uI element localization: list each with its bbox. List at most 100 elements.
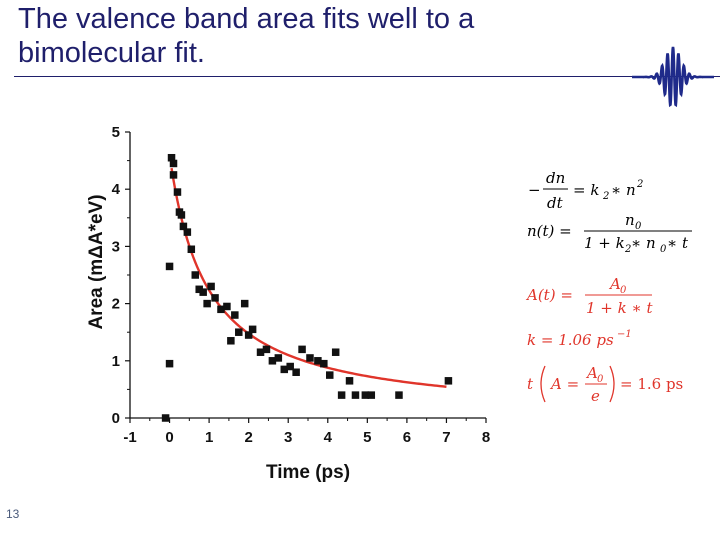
y-tick-label: 2 bbox=[112, 296, 120, 313]
data-point bbox=[203, 299, 211, 308]
data-point bbox=[207, 282, 215, 291]
data-point bbox=[231, 311, 239, 319]
data-point bbox=[235, 328, 243, 336]
x-tick-label: 8 bbox=[482, 429, 490, 446]
slide-number: 13 bbox=[6, 507, 20, 521]
svg-text:0: 0 bbox=[620, 285, 627, 296]
data-point bbox=[351, 391, 360, 399]
data-point bbox=[179, 222, 188, 231]
svg-text:0: 0 bbox=[660, 244, 667, 255]
rate-equation: − dn dt = k 2 ∗ n 2 bbox=[528, 169, 643, 212]
data-point bbox=[165, 262, 174, 271]
data-point bbox=[444, 377, 453, 385]
y-tick-label: 0 bbox=[112, 410, 120, 427]
time-constant: t A = A 0 e = 1.6 ps bbox=[527, 364, 683, 405]
slide-title: The valence band area fits well to a bim… bbox=[18, 2, 618, 70]
data-point bbox=[195, 285, 203, 294]
x-tick-label: 5 bbox=[363, 429, 371, 446]
area-fit-equation: A(t) = A 0 1 + k ∗ t bbox=[525, 275, 653, 317]
data-point bbox=[191, 271, 200, 279]
svg-text:2: 2 bbox=[636, 179, 643, 190]
data-point bbox=[187, 245, 196, 254]
x-tick-label: 0 bbox=[165, 429, 173, 446]
data-point bbox=[306, 354, 314, 362]
data-point bbox=[173, 188, 182, 196]
svg-text:n(t) =: n(t) = bbox=[527, 222, 572, 240]
x-tick-label: 1 bbox=[205, 429, 213, 446]
data-point bbox=[183, 228, 192, 236]
y-tick-label: 3 bbox=[112, 238, 120, 255]
data-point bbox=[262, 345, 271, 354]
data-point bbox=[331, 348, 340, 356]
svg-text:−1: −1 bbox=[617, 329, 632, 340]
data-point bbox=[286, 362, 294, 371]
data-point bbox=[320, 359, 328, 368]
y-tick-label: 4 bbox=[112, 181, 121, 198]
svg-text:A: A bbox=[608, 275, 621, 293]
data-point bbox=[337, 391, 346, 399]
x-tick-label: 3 bbox=[284, 429, 292, 446]
svg-text:0: 0 bbox=[635, 221, 642, 232]
data-point bbox=[211, 294, 219, 302]
svg-text:A(t) =: A(t) = bbox=[525, 286, 573, 304]
x-tick-label: 2 bbox=[244, 429, 252, 446]
data-point bbox=[217, 305, 225, 314]
svg-text:2: 2 bbox=[624, 244, 631, 255]
solution-equation: n(t) = n 0 1 + k 2 ∗ n 0 ∗ t bbox=[527, 211, 692, 255]
data-point bbox=[361, 391, 370, 399]
fit-curve-group bbox=[170, 167, 447, 388]
svg-text:2: 2 bbox=[602, 191, 609, 202]
data-point bbox=[367, 391, 376, 399]
svg-text:−: − bbox=[528, 181, 541, 199]
data-point bbox=[165, 359, 174, 368]
data-point bbox=[161, 414, 170, 422]
data-point bbox=[326, 371, 334, 379]
x-tick-label: 4 bbox=[324, 429, 333, 446]
data-point bbox=[167, 153, 176, 162]
data-point bbox=[199, 288, 207, 296]
svg-text:= k: = k bbox=[573, 181, 599, 199]
data-point bbox=[395, 391, 403, 399]
svg-text:= 1.6 ps: = 1.6 ps bbox=[620, 375, 683, 393]
x-axis-label: Time (ps) bbox=[266, 462, 350, 483]
svg-text:∗ n: ∗ n bbox=[611, 181, 636, 199]
data-point bbox=[248, 325, 257, 334]
y-tick-label: 5 bbox=[112, 124, 120, 141]
title-divider bbox=[14, 76, 720, 77]
svg-text:A =: A = bbox=[549, 375, 579, 393]
svg-text:dt: dt bbox=[547, 194, 564, 212]
svg-text:n: n bbox=[625, 211, 635, 229]
svg-text:k = 1.06 ps: k = 1.06 ps bbox=[527, 331, 614, 349]
svg-text:e: e bbox=[591, 387, 600, 405]
data-point bbox=[314, 357, 322, 365]
x-tick-label: 6 bbox=[403, 429, 411, 446]
fit-curve bbox=[170, 167, 447, 388]
y-tick-label: 1 bbox=[112, 353, 120, 370]
data-point bbox=[298, 345, 306, 354]
svg-text:A: A bbox=[585, 364, 598, 382]
y-axis-label: Area (mΔA*eV) bbox=[86, 194, 107, 329]
svg-text:t: t bbox=[527, 375, 534, 393]
data-point bbox=[227, 337, 235, 345]
data-point bbox=[268, 357, 277, 365]
data-point bbox=[274, 354, 283, 362]
data-point bbox=[256, 348, 265, 356]
svg-text:1 + k: 1 + k bbox=[584, 234, 625, 252]
data-point bbox=[169, 159, 178, 168]
wave-packet-icon bbox=[632, 46, 714, 108]
svg-text:∗ n: ∗ n bbox=[631, 234, 656, 252]
title-line-1: The valence band area fits well to a bbox=[18, 3, 475, 35]
svg-text:dn: dn bbox=[546, 169, 565, 187]
data-point bbox=[345, 377, 354, 385]
data-point bbox=[223, 302, 231, 311]
svg-text:0: 0 bbox=[597, 374, 604, 385]
title-line-2: bimolecular fit. bbox=[18, 37, 205, 69]
x-tick-label: -1 bbox=[123, 429, 136, 446]
data-point bbox=[177, 211, 186, 219]
rate-constant: k = 1.06 ps −1 bbox=[527, 329, 632, 349]
data-point bbox=[280, 365, 289, 374]
data-point bbox=[244, 331, 253, 339]
